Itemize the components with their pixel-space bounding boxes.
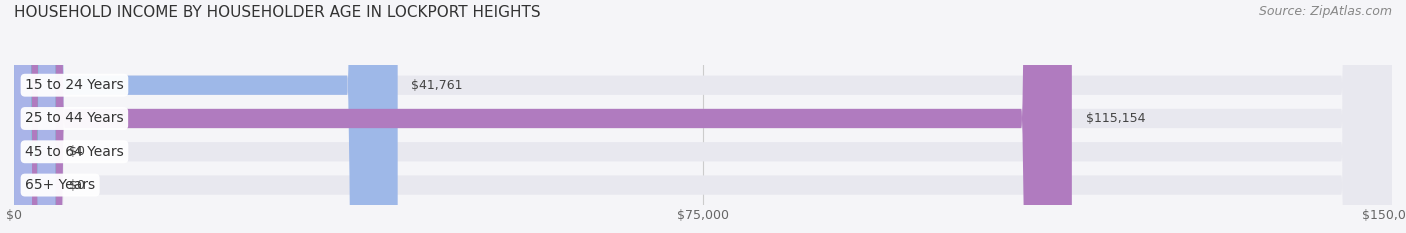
Text: HOUSEHOLD INCOME BY HOUSEHOLDER AGE IN LOCKPORT HEIGHTS: HOUSEHOLD INCOME BY HOUSEHOLDER AGE IN L…: [14, 5, 541, 20]
Text: 45 to 64 Years: 45 to 64 Years: [25, 145, 124, 159]
FancyBboxPatch shape: [14, 0, 1392, 233]
FancyBboxPatch shape: [14, 0, 1392, 233]
FancyBboxPatch shape: [14, 0, 1071, 233]
Text: $41,761: $41,761: [412, 79, 463, 92]
FancyBboxPatch shape: [14, 0, 1392, 233]
Text: 25 to 44 Years: 25 to 44 Years: [25, 112, 124, 126]
FancyBboxPatch shape: [14, 0, 55, 233]
Text: $0: $0: [69, 145, 86, 158]
Text: $115,154: $115,154: [1085, 112, 1144, 125]
Text: $0: $0: [69, 178, 86, 192]
FancyBboxPatch shape: [14, 0, 398, 233]
Text: 65+ Years: 65+ Years: [25, 178, 96, 192]
Text: Source: ZipAtlas.com: Source: ZipAtlas.com: [1258, 5, 1392, 18]
FancyBboxPatch shape: [14, 0, 1392, 233]
Text: 15 to 24 Years: 15 to 24 Years: [25, 78, 124, 92]
FancyBboxPatch shape: [14, 0, 55, 233]
